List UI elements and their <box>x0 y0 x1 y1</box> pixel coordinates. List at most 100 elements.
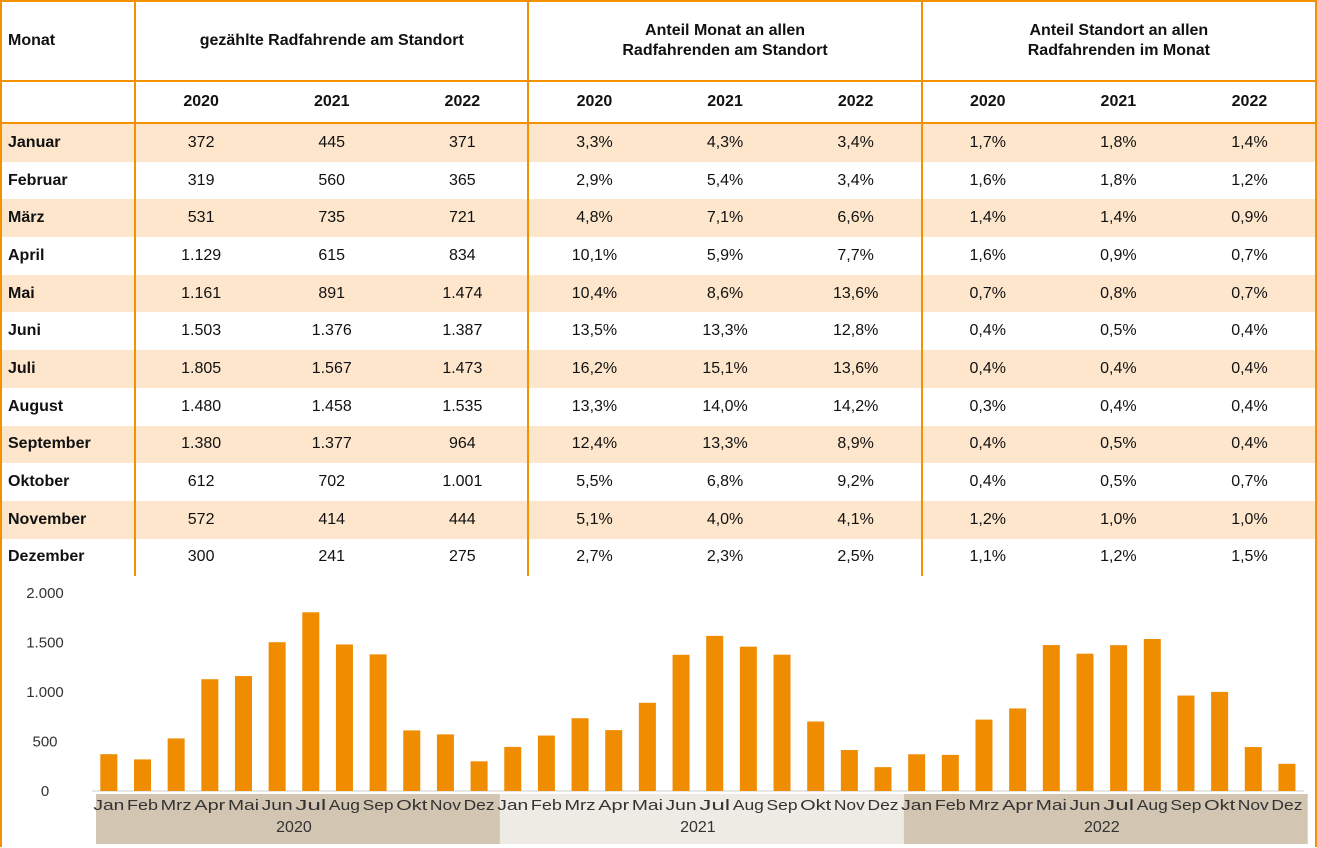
bar <box>840 750 858 792</box>
value-cell: 0,4% <box>1183 425 1315 464</box>
value-cell: 2,5% <box>790 538 923 577</box>
x-tick-label: Nov <box>430 797 462 814</box>
value-cell: 615 <box>318 246 346 264</box>
value-cell: 372 <box>135 123 267 162</box>
value-cell: 8,9% <box>790 425 923 464</box>
value-cell: 13,3% <box>571 397 618 415</box>
bar <box>403 730 421 792</box>
value-cell: 13,3% <box>659 425 791 464</box>
header-cell: Anteil Standort an allen Radfahrenden im… <box>921 2 1315 82</box>
table-row: Juni 1.503 1.376 1.387 13,5% 13,3% 12,8% 0,4% 0,… <box>2 312 1315 351</box>
table-row: November 572 414 444 5,1% 4,0% 4,1% 1,2% 1,0% 1,0… <box>2 500 1315 539</box>
x-tick-label: Apr <box>1002 797 1033 814</box>
value-cell: 612 <box>187 473 215 491</box>
value-cell: 1,6% <box>969 171 1006 189</box>
value-cell: 6,8% <box>706 473 744 491</box>
value-cell: 10,4% <box>528 274 660 313</box>
year-cell: 2021 <box>1052 81 1184 124</box>
value-cell: 0,8% <box>1052 274 1184 313</box>
value-cell: 1,4% <box>1052 199 1184 238</box>
year-label: 2022 <box>1084 819 1120 836</box>
value-cell: 1.001 <box>397 463 530 501</box>
x-tick-label: Mrz <box>968 797 999 814</box>
year-label: 2021 <box>680 819 716 836</box>
value-cell: 7,7% <box>790 237 923 275</box>
value-cell: 13,5% <box>571 322 618 340</box>
bar <box>807 721 825 792</box>
table-row: April 1.129 615 834 10,1% 5,9% 7,7% 1,6% 0,9% 0,7… <box>2 237 1315 275</box>
value-cell: 572 <box>135 500 267 539</box>
value-cell: 5,5% <box>576 473 613 491</box>
value-cell: 300 <box>187 548 215 566</box>
bar <box>1110 645 1128 792</box>
value-cell: 560 <box>318 171 346 189</box>
year-band <box>903 794 1308 845</box>
table-row: August 1.480 1.458 1.535 13,3% 14,0% 14,2% 0,3%… <box>2 387 1315 426</box>
value-cell: 1,2% <box>921 500 1053 539</box>
x-tick-label: Mai <box>228 797 259 814</box>
value-cell: 3,4% <box>790 161 923 200</box>
year-band <box>499 794 904 845</box>
value-cell: 702 <box>318 473 346 491</box>
month-cell: April <box>2 237 137 275</box>
x-tick-label: Sep <box>363 797 394 814</box>
value-cell: 0,4% <box>921 425 1053 464</box>
bar <box>369 654 387 792</box>
value-cell: 1,0% <box>1183 500 1315 539</box>
y-tick-label: 1.500 <box>26 635 64 652</box>
value-cell: 414 <box>266 500 398 539</box>
value-cell: 371 <box>397 123 530 162</box>
value-cell: 0,4% <box>1231 397 1268 415</box>
month-cell: Juli <box>2 350 137 388</box>
month-cell: Juni <box>2 312 137 351</box>
y-tick-label: 500 <box>32 734 57 751</box>
month-cell: Mai <box>2 274 137 313</box>
month-cell: Januar <box>2 123 137 162</box>
year-label: 2020 <box>276 819 312 836</box>
table-row: Februar 319 560 365 2,9% 5,4% 3,4% 1,6% 1,8% 1,2% <box>2 161 1315 200</box>
value-cell: 4,8% <box>528 199 660 238</box>
year-cell: 2022 <box>397 81 530 124</box>
value-cell: 13,3% <box>702 322 748 340</box>
bar <box>302 612 320 792</box>
value-cell: 1,7% <box>921 123 1053 162</box>
month-cell: Oktober <box>2 463 137 501</box>
value-cell: 1.474 <box>397 274 530 313</box>
value-cell: 16,2% <box>528 350 660 388</box>
bar <box>874 767 892 792</box>
value-cell: 1,1% <box>969 548 1006 566</box>
table-row: September 1.380 1.377 964 12,4% 13,3% 8,9% 0,4%… <box>2 425 1315 464</box>
bar <box>167 738 185 792</box>
value-cell: 1,2% <box>1100 548 1137 566</box>
x-tick-label: Okt <box>1204 797 1236 814</box>
value-cell: 275 <box>397 538 530 577</box>
value-cell: 0,4% <box>1183 350 1315 388</box>
value-cell: 1.380 <box>135 425 267 464</box>
header-cell: Monat <box>2 2 137 82</box>
value-cell: 0,9% <box>1100 246 1137 264</box>
value-cell: 1.503 <box>181 322 222 340</box>
value-cell: 1.567 <box>266 350 398 388</box>
value-cell: 1.458 <box>311 397 352 415</box>
value-cell: 1,6% <box>969 246 1006 264</box>
bar <box>605 730 623 792</box>
value-cell: 0,7% <box>1231 473 1268 491</box>
bar <box>234 676 252 792</box>
bar <box>739 646 757 792</box>
value-cell: 445 <box>266 123 398 162</box>
value-cell: 6,6% <box>790 199 923 238</box>
value-cell: 13,6% <box>790 274 923 313</box>
value-cell: 14,2% <box>790 387 923 426</box>
value-cell: 1,4% <box>921 199 1053 238</box>
bar <box>1211 692 1229 792</box>
value-cell: 319 <box>187 171 215 189</box>
value-cell: 5,1% <box>528 500 660 539</box>
table-row: Juli 1.805 1.567 1.473 16,2% 15,1% 13,6% 0,4% 0,… <box>2 350 1315 388</box>
x-tick-label: Jul <box>699 797 730 814</box>
value-cell: 0,3% <box>969 397 1006 415</box>
bar <box>1042 645 1060 792</box>
value-cell: 2,9% <box>576 171 613 189</box>
value-cell: 0,5% <box>1100 473 1137 491</box>
